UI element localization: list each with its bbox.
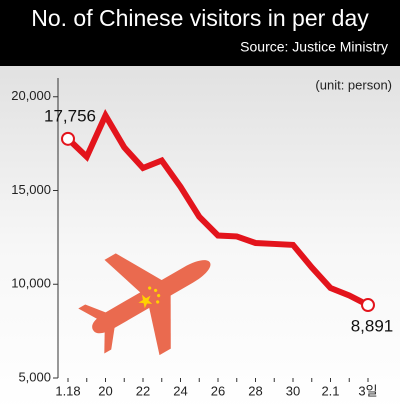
chart-subtitle: Source: Justice Ministry <box>240 39 388 55</box>
point <box>361 298 375 313</box>
plane-icon <box>78 253 211 356</box>
x-tick-label: 26 <box>211 383 225 398</box>
y-tick-label: 5,000 <box>18 369 51 384</box>
point <box>61 131 75 146</box>
chart-title: No. of Chinese visitors in per day <box>31 5 369 31</box>
x-tick-label: 2.1 <box>321 383 339 398</box>
line <box>65 109 370 308</box>
x-tick-label: 28 <box>248 383 262 398</box>
x-tick-label: 30 <box>286 383 300 398</box>
x-tick-label: 24 <box>173 383 187 398</box>
y-tick-label: 10,000 <box>11 276 51 291</box>
x-tick-label: 3일 <box>358 383 377 398</box>
x-tick-label: 22 <box>136 383 150 398</box>
header <box>0 0 400 66</box>
x-tick-label: 20 <box>98 383 112 398</box>
unit-note: (unit: person) <box>315 77 392 92</box>
y-tick-label: 20,000 <box>11 88 51 103</box>
y-tick-label: 15,000 <box>11 182 51 197</box>
value-label: 17,756 <box>44 106 96 125</box>
x-tick-label: 1.18 <box>55 383 80 398</box>
value-label: 8,891 <box>351 317 394 336</box>
